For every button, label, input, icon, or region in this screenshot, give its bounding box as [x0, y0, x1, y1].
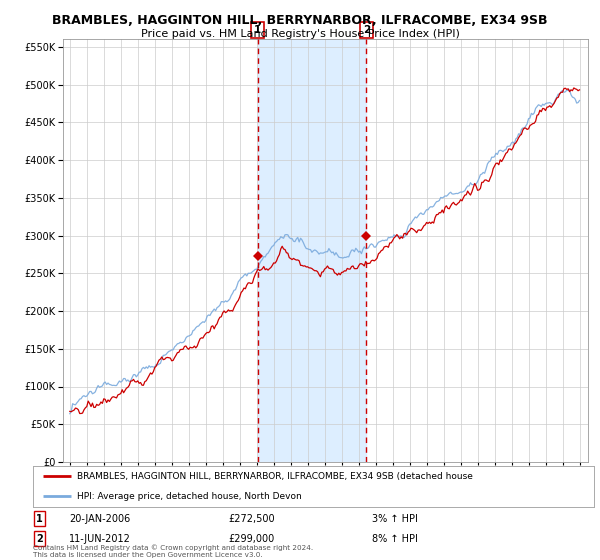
Text: 2: 2 [362, 25, 370, 35]
Bar [257, 39, 366, 462]
Text: 8% ↑ HPI: 8% ↑ HPI [372, 534, 418, 544]
Text: BRAMBLES, HAGGINTON HILL, BERRYNARBOR, ILFRACOMBE, EX34 9SB (detached house: BRAMBLES, HAGGINTON HILL, BERRYNARBOR, I… [77, 472, 473, 480]
Text: 2: 2 [36, 534, 43, 544]
Text: BRAMBLES, HAGGINTON HILL, BERRYNARBOR, ILFRACOMBE, EX34 9SB: BRAMBLES, HAGGINTON HILL, BERRYNARBOR, I… [52, 14, 548, 27]
Text: 1: 1 [254, 25, 261, 35]
Text: 3% ↑ HPI: 3% ↑ HPI [372, 514, 418, 524]
Text: Price paid vs. HM Land Registry's House Price Index (HPI): Price paid vs. HM Land Registry's House … [140, 29, 460, 39]
Text: £272,500: £272,500 [228, 514, 275, 524]
Text: 20-JAN-2006: 20-JAN-2006 [69, 514, 130, 524]
Text: 11-JUN-2012: 11-JUN-2012 [69, 534, 131, 544]
Text: £299,000: £299,000 [228, 534, 274, 544]
Text: HPI: Average price, detached house, North Devon: HPI: Average price, detached house, Nort… [77, 492, 302, 501]
Text: 1: 1 [36, 514, 43, 524]
Text: Contains HM Land Registry data © Crown copyright and database right 2024.
This d: Contains HM Land Registry data © Crown c… [33, 545, 313, 558]
